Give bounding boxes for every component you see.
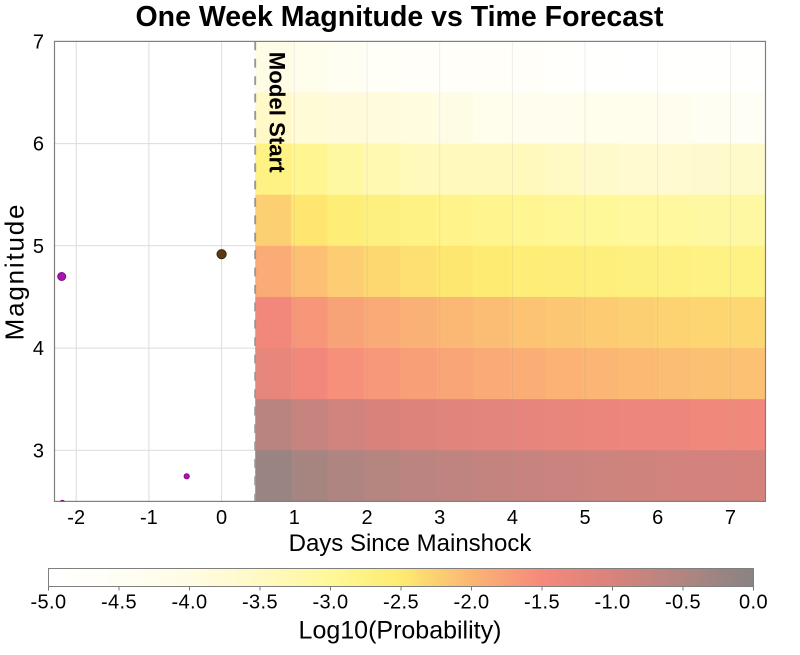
svg-text:-3.0: -3.0 (312, 592, 348, 614)
svg-text:Days Since Mainshock: Days Since Mainshock (289, 530, 533, 557)
svg-text:3: 3 (434, 507, 445, 529)
svg-text:2: 2 (361, 507, 372, 529)
svg-text:3: 3 (33, 440, 44, 462)
svg-text:6: 6 (33, 134, 44, 156)
svg-text:Model Start: Model Start (264, 52, 289, 173)
svg-text:Log10(Probability): Log10(Probability) (299, 617, 502, 645)
svg-text:-2: -2 (67, 507, 85, 529)
svg-text:6: 6 (652, 507, 663, 529)
svg-text:0.0: 0.0 (739, 592, 768, 614)
svg-text:0: 0 (216, 507, 227, 529)
svg-text:-4.0: -4.0 (171, 592, 207, 614)
svg-text:5: 5 (33, 236, 44, 258)
svg-text:5: 5 (579, 507, 590, 529)
svg-text:-3.5: -3.5 (242, 592, 278, 614)
svg-text:-4.5: -4.5 (101, 592, 137, 614)
svg-text:-1.0: -1.0 (594, 592, 630, 614)
svg-text:-5.0: -5.0 (30, 592, 66, 614)
svg-text:One Week Magnitude vs Time For: One Week Magnitude vs Time Forecast (136, 1, 664, 33)
svg-text:1: 1 (289, 507, 300, 529)
svg-text:4: 4 (507, 507, 518, 529)
svg-text:Magnitude: Magnitude (0, 203, 30, 341)
svg-text:4: 4 (33, 338, 44, 360)
svg-text:-1.5: -1.5 (524, 592, 560, 614)
svg-text:-1: -1 (140, 507, 158, 529)
svg-text:-2.0: -2.0 (453, 592, 489, 614)
svg-text:-0.5: -0.5 (665, 592, 701, 614)
svg-text:7: 7 (33, 31, 44, 53)
svg-text:-2.5: -2.5 (383, 592, 419, 614)
svg-text:7: 7 (725, 507, 736, 529)
